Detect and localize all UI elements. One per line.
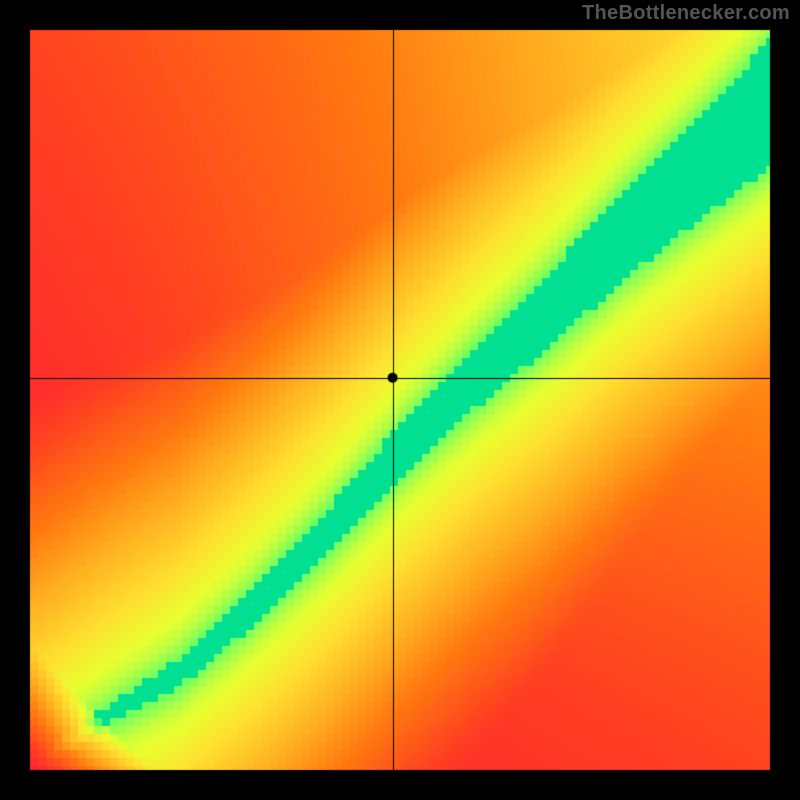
- chart-container: TheBottlenecker.com: [0, 0, 800, 800]
- watermark-text: TheBottlenecker.com: [582, 2, 790, 25]
- heatmap-canvas: [0, 0, 800, 800]
